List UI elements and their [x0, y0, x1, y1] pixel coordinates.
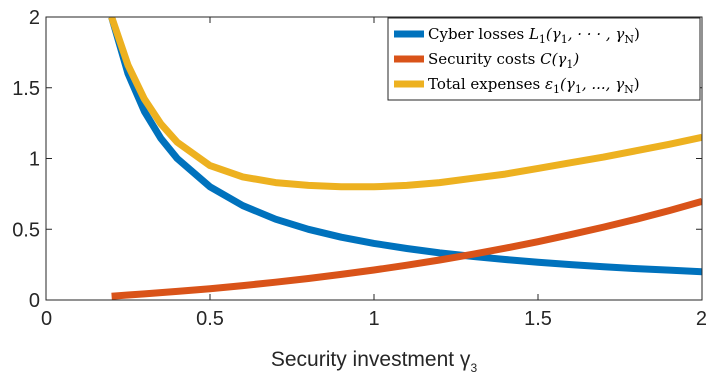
series-line-2: [111, 198, 702, 300]
series-line-3: [108, 17, 702, 191]
x-axis-label: Security investment γ3: [271, 348, 478, 375]
ticks-layer: 0 0.5 1 1.5 2 0 0.5 1 1.5 2: [12, 7, 707, 330]
y-tick-label: 0: [29, 290, 40, 312]
legend-entry-2: Security costs C(γ1): [428, 50, 579, 71]
y-tick-label: 2: [29, 7, 40, 29]
y-tick-label: 0.5: [12, 219, 40, 241]
series-layer: [108, 17, 702, 300]
series-line-1: [108, 17, 702, 276]
x-tick-label: 2: [696, 308, 707, 330]
x-tick-label: 0.5: [196, 308, 224, 330]
legend-entry-1: Cyber losses L1(γ1, · · · , γN): [428, 25, 640, 46]
legend: Cyber losses L1(γ1, · · · , γN) Security …: [387, 17, 701, 101]
y-tick-label: 1.5: [12, 78, 40, 100]
y-tick-label: 1: [29, 149, 40, 171]
legend-box: [387, 17, 701, 101]
x-tick-label: 1: [368, 308, 379, 330]
x-tick-label: 0: [41, 308, 52, 330]
legend-entry-3: Total expenses ε1(γ1, ..., γN): [428, 75, 640, 96]
x-tick-label: 1.5: [524, 308, 552, 330]
